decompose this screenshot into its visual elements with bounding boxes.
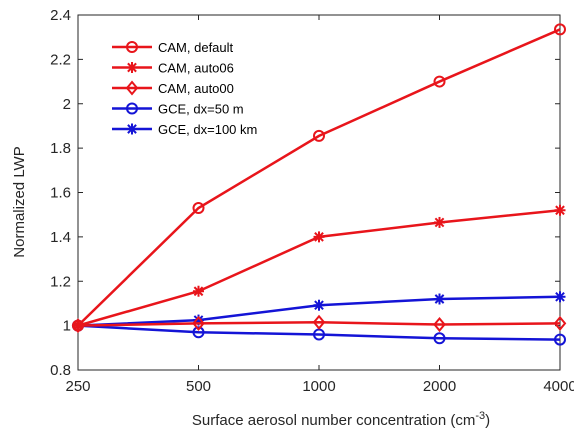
data-point [312,314,326,330]
y-axis-ticks: 0.8 1 1.2 1.4 1.6 1.8 2 2.2 2.4 [50,7,560,379]
data-point [434,293,445,305]
x-axis-label: Surface aerosol number concentration (cm… [192,410,490,429]
legend-marker [125,80,139,96]
x-axis-ticks: 250 500 1000 2000 4000 [65,15,574,395]
series-line [77,324,561,341]
legend-entry: GCE, dx=100 km [112,122,257,137]
x-axis-label-close: ) [485,412,490,429]
legend-entry: GCE, dx=50 m [112,102,244,117]
legend-entry: CAM, default [112,40,234,55]
legend-entry: CAM, auto00 [112,80,234,96]
legend-label: CAM, auto06 [158,61,234,76]
y-tick-label: 1.8 [50,140,71,157]
legend-marker [126,102,138,115]
series-2 [71,314,567,334]
legend-label: CAM, auto00 [158,81,234,96]
data-point [313,299,325,311]
y-axis-label: Normalized LWP [11,146,28,257]
series-1 [72,204,566,332]
legend-label: GCE, dx=100 km [158,122,257,137]
data-point [193,285,204,297]
x-tick-label: 2000 [423,378,456,395]
data-point [192,315,205,331]
x-tick-label: 4000 [543,378,574,395]
legend-entry: CAM, auto06 [112,61,234,76]
data-point [192,202,205,215]
legend-marker [126,41,138,53]
y-tick-label: 0.8 [50,362,71,379]
data-point [72,319,84,332]
data-point [433,332,446,345]
data-point [434,216,445,228]
data-point [433,75,446,88]
series-layer [71,23,567,346]
y-tick-label: 1 [63,318,71,335]
data-point [554,23,566,36]
data-point [313,231,325,243]
legend-label: CAM, default [158,40,234,55]
x-tick-label: 1000 [302,378,335,395]
x-tick-label: 500 [186,378,211,395]
y-tick-label: 2.4 [50,7,71,24]
data-point [554,333,566,346]
legend: CAM, default CAM, auto06 CAM, auto00 GCE, d… [112,40,257,137]
series-line [77,28,561,327]
x-axis-label-exponent: -3 [475,410,485,422]
series-0 [72,23,566,332]
data-point [192,326,205,339]
data-point [554,291,566,303]
series-line [77,321,561,327]
legend-label: GCE, dx=50 m [158,102,244,117]
y-tick-label: 1.6 [50,185,71,202]
data-point [554,204,566,216]
y-tick-label: 1.4 [50,229,71,246]
y-tick-label: 2.2 [50,51,71,68]
data-point [433,316,446,333]
data-point [313,129,325,142]
y-tick-label: 1.2 [50,273,71,290]
legend-marker [126,62,138,73]
data-point [553,315,567,331]
legend-marker [126,123,138,135]
y-tick-label: 2 [63,96,71,113]
x-axis-label-text: Surface aerosol number concentration (cm [192,412,475,429]
x-tick-label: 250 [65,378,90,395]
